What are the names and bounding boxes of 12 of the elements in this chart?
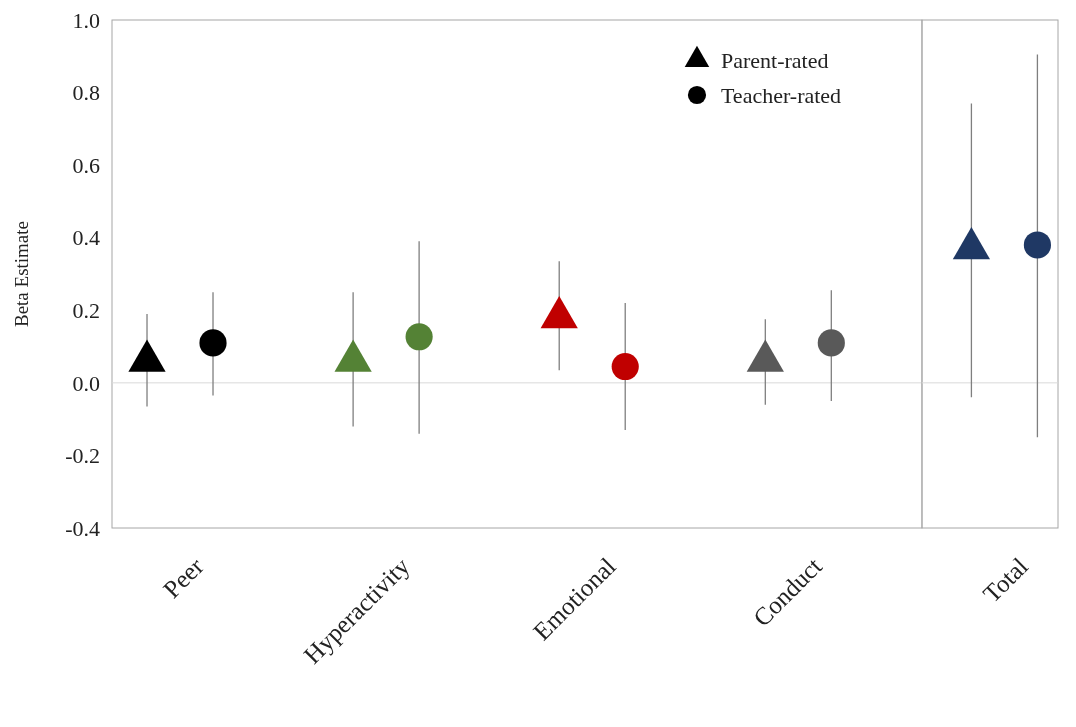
y-tick-label: 0.2: [72, 297, 100, 323]
y-tick-label: 0.0: [72, 370, 100, 396]
y-tick-label: 0.8: [72, 80, 100, 106]
y-tick-label: 0.6: [72, 152, 100, 178]
legend-label: Teacher-rated: [720, 82, 842, 108]
y-tick-label: 1.0: [72, 7, 100, 33]
y-tick-label: 0.4: [72, 225, 100, 251]
y-axis-title: Beta Estimate: [11, 220, 32, 328]
y-tick-label: -0.2: [65, 443, 100, 469]
y-tick-label: -0.4: [65, 515, 100, 541]
x-tick-label: Peer: [158, 551, 210, 603]
legend-label: Parent-rated: [720, 47, 829, 73]
